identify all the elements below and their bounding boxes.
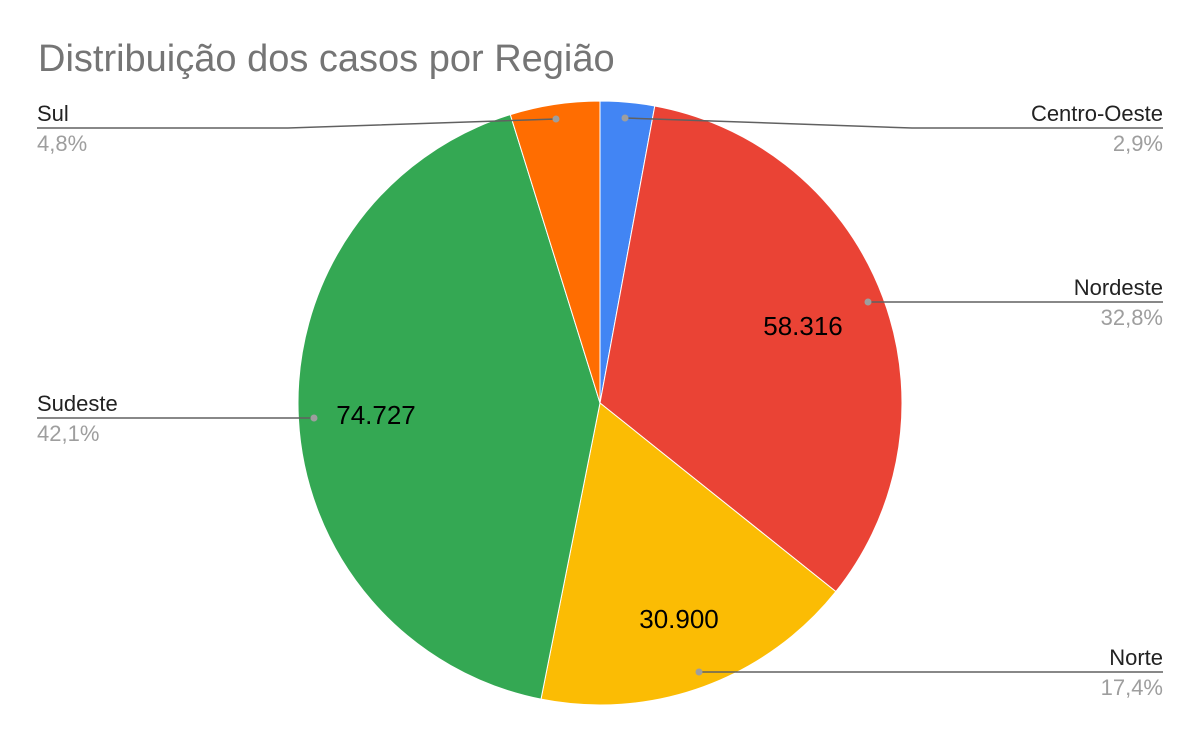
leader-dot-centro-oeste (621, 114, 629, 122)
pie-slices: 58.316 30.900 74.727 (297, 100, 903, 706)
slice-name-sul: Sul (37, 101, 69, 126)
pie-slice-norte (540, 402, 837, 706)
slice-percent-sul: 4,8% (37, 131, 87, 156)
value-label-sudeste: 74.727 (336, 400, 416, 430)
slice-name-centro-oeste: Centro-Oeste (1031, 101, 1163, 126)
slice-name-sudeste: Sudeste (37, 391, 118, 416)
pie-slice-nordeste (599, 105, 903, 593)
slice-name-norte: Norte (1109, 645, 1163, 670)
leader-line-centro-oeste (624, 117, 1163, 129)
leader-dot-sudeste (310, 414, 318, 422)
leader-dot-sul (552, 115, 560, 123)
value-label-nordeste: 58.316 (763, 311, 843, 341)
value-label-norte: 30.900 (639, 604, 719, 634)
leader-dot-nordeste (864, 298, 872, 306)
chart-title: Distribuição dos casos por Região (38, 38, 615, 80)
slice-percent-centro-oeste: 2,9% (1113, 131, 1163, 156)
leader-line-sul (37, 118, 557, 129)
leader-dot-norte (695, 668, 703, 676)
slice-percent-norte: 17,4% (1101, 675, 1163, 700)
pie-slice-sudeste (297, 113, 601, 700)
pie-callouts: Centro-Oeste 2,9% Nordeste 32,8% Norte 17,4% S… (37, 101, 1163, 700)
slice-percent-sudeste: 42,1% (37, 421, 99, 446)
pie-slice-sul (509, 100, 601, 404)
slice-percent-nordeste: 32,8% (1101, 305, 1163, 330)
slice-name-nordeste: Nordeste (1074, 275, 1163, 300)
